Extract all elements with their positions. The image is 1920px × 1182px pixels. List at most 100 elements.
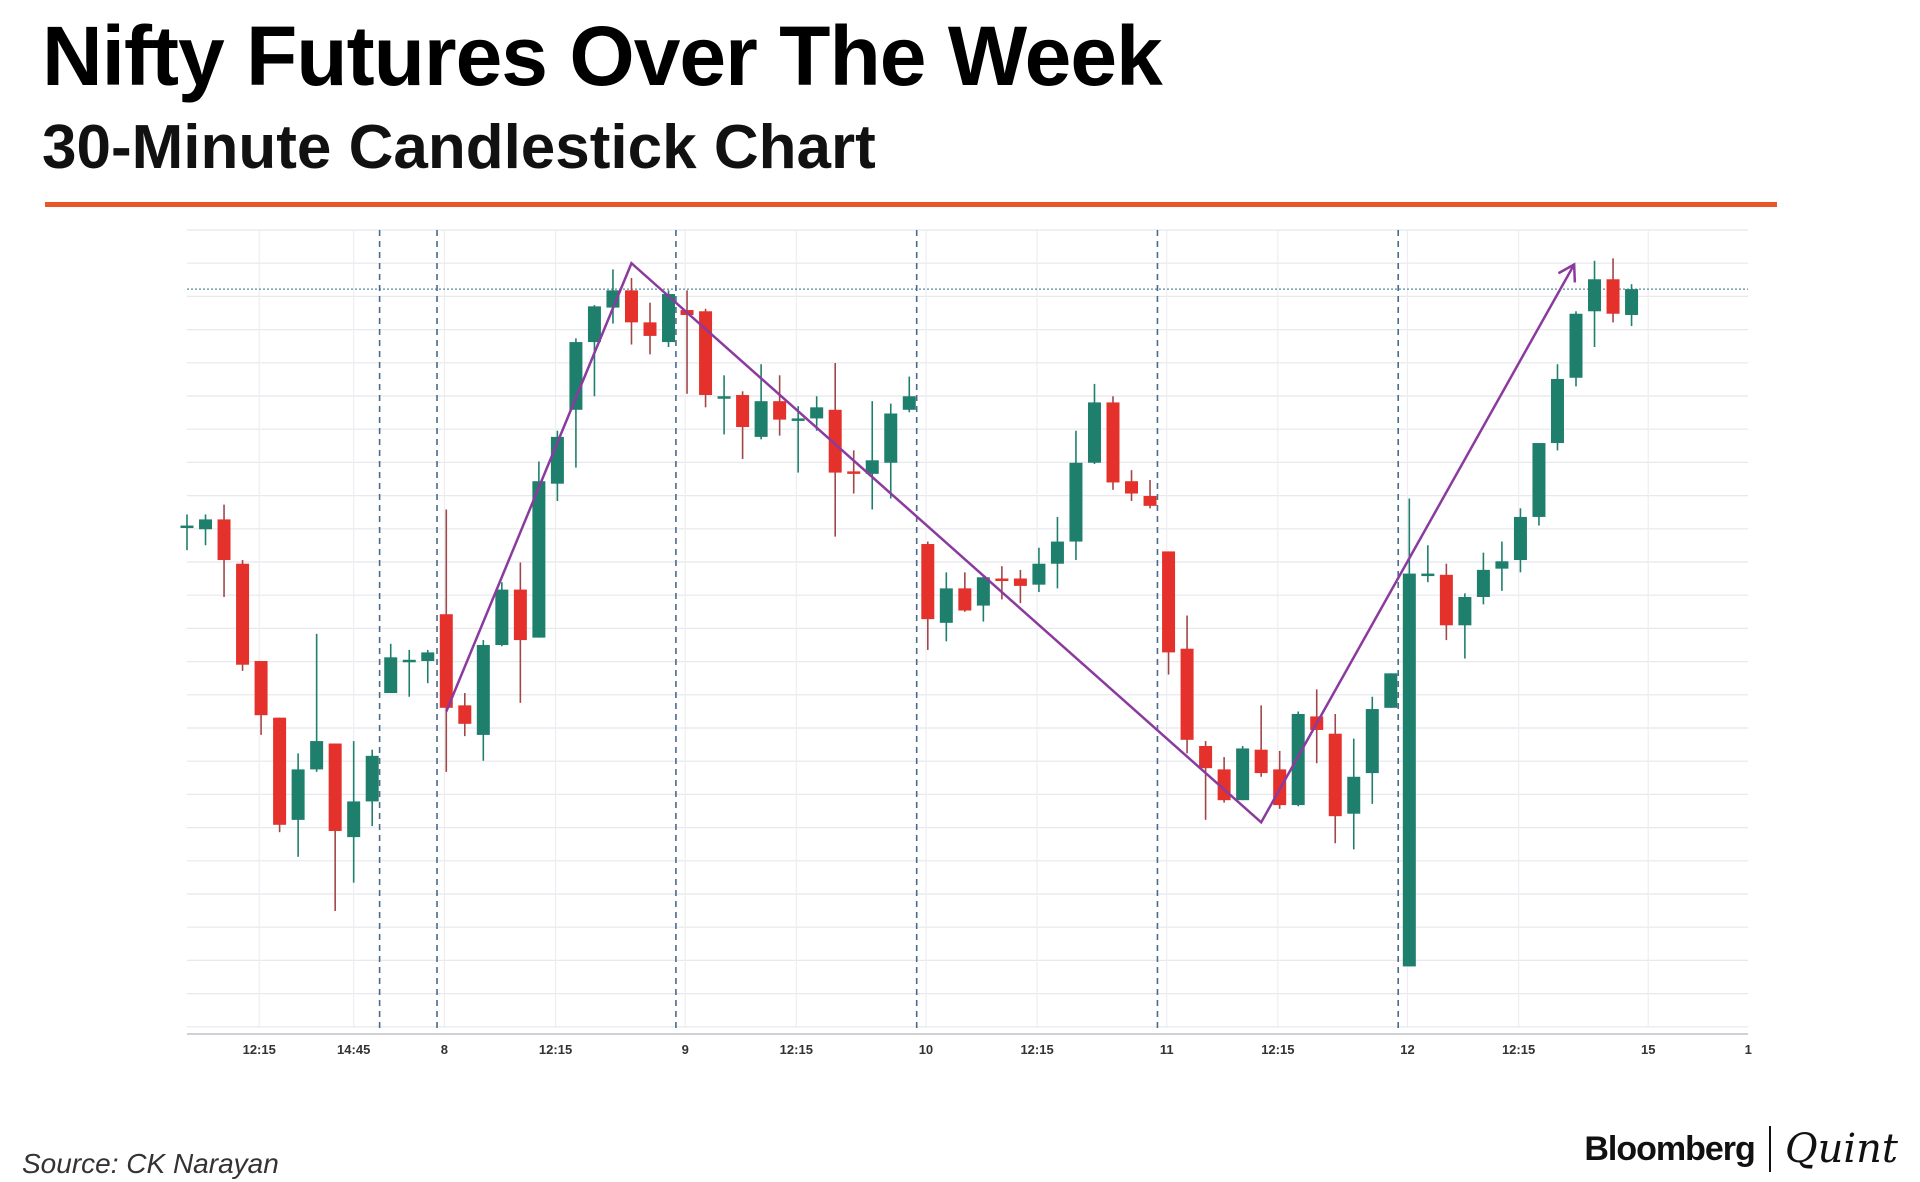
trend-line (445, 261, 1576, 825)
candle-body-down (921, 544, 935, 620)
candle-body-up (384, 657, 398, 694)
candle-body-up (902, 396, 916, 410)
candle-body-up (810, 407, 824, 419)
x-tick-label: 10 (919, 1042, 933, 1057)
candle-body-down (458, 705, 472, 724)
candle-body-up (1532, 443, 1546, 517)
candle-body-down (273, 717, 287, 825)
candle-body-up (402, 659, 416, 663)
x-tick-label: 12:15 (1261, 1042, 1294, 1057)
candle-body-up (1050, 541, 1064, 564)
source-note: Source: CK Narayan (22, 1148, 279, 1179)
candle-body-up (495, 589, 509, 646)
candle-body-up (1588, 279, 1602, 312)
candle-body-up (1087, 402, 1101, 463)
candle-body-down (828, 409, 842, 473)
candle-body-up (1291, 713, 1305, 806)
candle-body-up (1550, 379, 1564, 444)
candle-body-down (1143, 496, 1157, 506)
candle-body-up (662, 294, 676, 343)
candle-body-up (1236, 748, 1250, 801)
x-tick-label: 8 (441, 1042, 448, 1057)
candle-body-up (291, 769, 305, 820)
candle-body-down (736, 395, 750, 428)
candle-body-up (884, 413, 898, 463)
candle-body-down (1328, 733, 1342, 817)
session-separators (378, 230, 1400, 1030)
logo-bloomberg: Bloomberg (1584, 1129, 1755, 1168)
x-tick-label: 12:15 (539, 1042, 572, 1057)
candle-body-up (180, 525, 194, 529)
x-tick-label: 15 (1641, 1042, 1655, 1057)
candle-body-down (1162, 551, 1176, 653)
candle-body-down (1606, 279, 1620, 314)
logo-quint: Quint (1784, 1126, 1898, 1172)
candle-body-up (1032, 563, 1046, 585)
candle-body-down (1125, 481, 1139, 494)
x-tick-label: 1 (1745, 1042, 1752, 1057)
candle-body-up (754, 401, 768, 437)
candle-body-up (1569, 313, 1583, 378)
candle-body-up (476, 645, 490, 735)
candle-body-up (939, 588, 953, 623)
trend-arrow-head (1557, 262, 1577, 283)
candle-body-down (513, 589, 527, 641)
candle-body-up (310, 741, 324, 770)
candle-body-up (532, 481, 546, 638)
candle-body-up (791, 418, 805, 421)
candle-body-up (1402, 573, 1416, 967)
candle-body-up (1476, 569, 1490, 597)
publisher-logo: Bloomberg Quint (1584, 1126, 1898, 1172)
candle-body-down (1013, 578, 1027, 586)
gridlines (187, 229, 1748, 1028)
candle-body-down (773, 401, 787, 420)
candle-body-up (1625, 289, 1639, 315)
candle-body-down (439, 614, 453, 708)
candle-body-down (1180, 648, 1194, 740)
x-tick-label: 12 (1400, 1042, 1414, 1057)
chart-subtitle: 30-Minute Candlestick Chart (42, 113, 876, 182)
x-tick-label: 12:15 (243, 1042, 276, 1057)
candle-body-down (328, 743, 342, 831)
x-axis: 12:15 14:45 8 12:15 9 12:15 10 12:15 11 12:15 12 12… (187, 1033, 1752, 1057)
candle-body-down (958, 588, 972, 611)
x-tick-label: 12:15 (1502, 1042, 1535, 1057)
candle-body-up (1513, 516, 1527, 561)
logo-divider (1768, 1126, 1771, 1172)
x-tick-label: 12:15 (780, 1042, 813, 1057)
candle-body-down (236, 563, 250, 665)
x-tick-label: 9 (682, 1042, 689, 1057)
candle-body-up (347, 801, 361, 838)
candle-body-up (1069, 462, 1083, 542)
candle-body-up (199, 519, 213, 530)
candle-body-up (976, 577, 990, 606)
chart-title: Nifty Futures Over The Week (42, 9, 1163, 103)
candle-body-down (217, 519, 231, 561)
candle-body-up (717, 396, 731, 399)
candle-body-down (1254, 749, 1268, 774)
title-divider (45, 202, 1777, 207)
candle-body-down (1199, 745, 1213, 769)
candle-body-down (1439, 574, 1453, 626)
candle-body-up (365, 755, 379, 802)
x-tick-label: 12:15 (1020, 1042, 1053, 1057)
trend-line-group (445, 261, 1577, 825)
candle-body-down (847, 471, 861, 474)
candle-body-up (587, 306, 601, 343)
candle-body-up (1347, 776, 1361, 814)
candle-body-down (643, 322, 657, 336)
candle-body-up (1495, 561, 1509, 569)
candle-body-down (254, 661, 268, 716)
candle-body-up (1458, 596, 1472, 626)
candle-body-down (995, 578, 1009, 582)
x-tick-label: 14:45 (337, 1042, 370, 1057)
x-tick-label: 11 (1160, 1042, 1174, 1057)
candle-body-up (421, 652, 435, 662)
candle-body-down (624, 290, 638, 323)
candle-body-up (1384, 673, 1398, 708)
candle-body-up (1421, 573, 1435, 577)
candle-body-down (1106, 402, 1120, 483)
candle-body-up (1365, 709, 1379, 774)
candle-body-up (865, 460, 879, 474)
